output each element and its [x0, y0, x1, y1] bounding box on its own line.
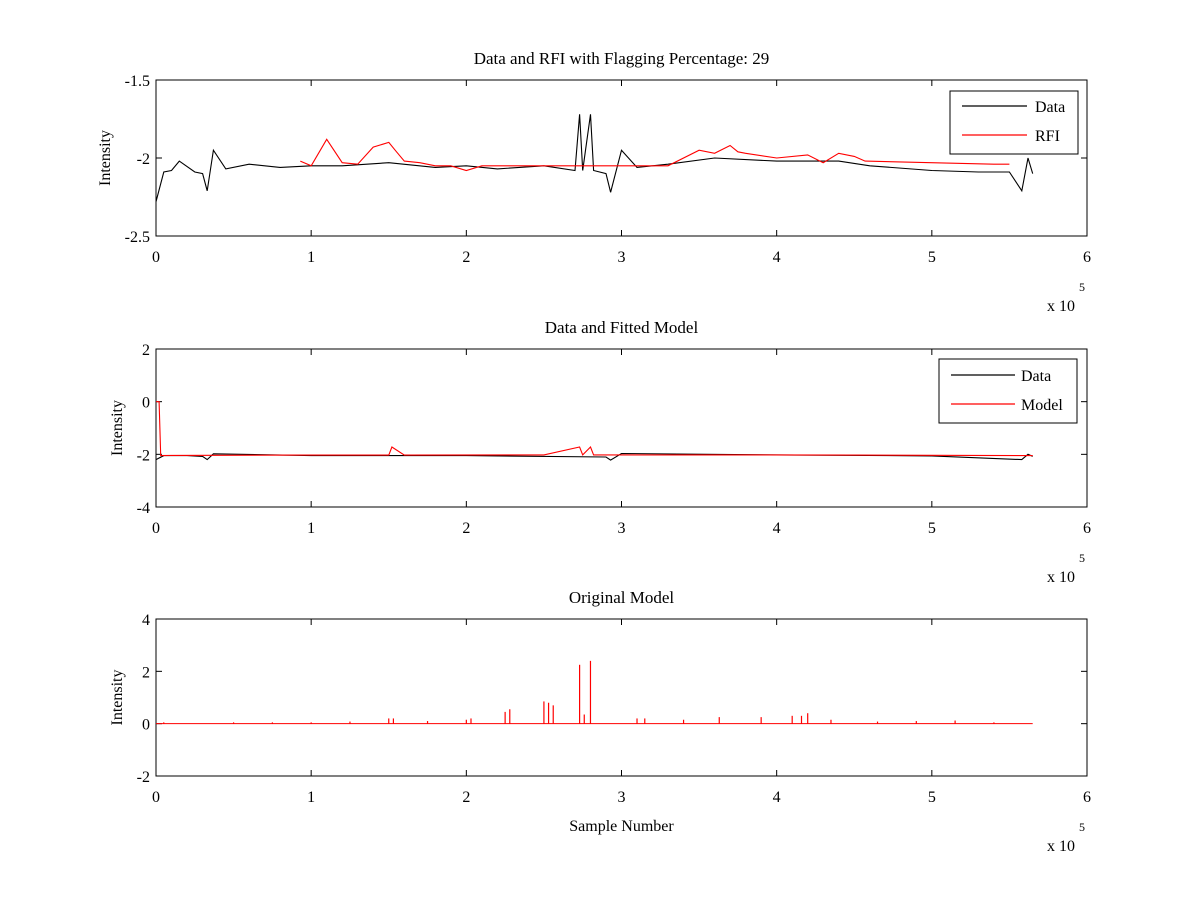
- x-tick-label: 4: [773, 789, 781, 806]
- x-tick-label: 0: [152, 249, 160, 266]
- legend-label: RFI: [1035, 128, 1060, 145]
- y-axis-label-2: Intensity: [109, 400, 126, 456]
- x-tick-label: 3: [618, 789, 626, 806]
- x-tick-label: 5: [928, 249, 936, 266]
- x-tick-label: 0: [152, 789, 160, 806]
- y-tick-label: 2: [142, 664, 150, 681]
- y-tick-label: -4: [137, 500, 150, 517]
- legend-label: Data: [1021, 368, 1051, 385]
- x-tick-label: 2: [462, 249, 470, 266]
- x-exponent-power: 5: [1079, 280, 1085, 294]
- series-line-rfi: [300, 138, 1010, 172]
- y-tick-label: -2: [137, 769, 150, 786]
- x-exponent-base: x 10: [1047, 298, 1075, 315]
- y-tick-label: 4: [142, 612, 150, 629]
- x-exponent-power: 5: [1079, 820, 1085, 834]
- axes-box-2: [155, 348, 1088, 508]
- legend-box-2: [938, 358, 1078, 424]
- axes-box-3: [155, 618, 1088, 777]
- y-axis-label-1: Intensity: [97, 130, 114, 186]
- axes-box-1: [155, 79, 1088, 237]
- chart-title-3: Original Model: [569, 588, 675, 607]
- y-tick-label: 2: [142, 342, 150, 359]
- y-tick-label: -2: [137, 447, 150, 464]
- x-exponent-power: 5: [1079, 551, 1085, 565]
- series-line-data: [155, 452, 1033, 461]
- legend-label: Data: [1035, 99, 1065, 116]
- series-line-data: [155, 114, 1034, 202]
- y-tick-label: -1.5: [125, 73, 150, 90]
- x-tick-label: 5: [928, 789, 936, 806]
- x-exponent-base: x 10: [1047, 569, 1075, 586]
- x-tick-label: 3: [618, 520, 626, 537]
- x-tick-label: 4: [773, 249, 781, 266]
- x-tick-label: 1: [307, 249, 315, 266]
- series-line-model: [156, 401, 1033, 457]
- y-tick-label: 0: [142, 395, 150, 412]
- x-tick-label: 3: [618, 249, 626, 266]
- chart-title-1: Data and RFI with Flagging Percentage: 2…: [474, 49, 770, 68]
- y-axis-label-3: Intensity: [109, 670, 126, 726]
- x-tick-label: 6: [1083, 789, 1091, 806]
- x-tick-label: 6: [1083, 249, 1091, 266]
- legend-box-1: [949, 90, 1079, 155]
- x-tick-label: 1: [307, 520, 315, 537]
- x-exponent-base: x 10: [1047, 838, 1075, 855]
- x-axis-label: Sample Number: [569, 818, 674, 835]
- chart-title-2: Data and Fitted Model: [545, 318, 699, 337]
- x-tick-label: 1: [307, 789, 315, 806]
- y-tick-label: -2: [137, 151, 150, 168]
- x-tick-label: 2: [462, 520, 470, 537]
- x-tick-label: 5: [928, 520, 936, 537]
- x-tick-label: 0: [152, 520, 160, 537]
- y-tick-label: 0: [142, 717, 150, 734]
- x-tick-label: 4: [773, 520, 781, 537]
- x-tick-label: 6: [1083, 520, 1091, 537]
- x-tick-label: 2: [462, 789, 470, 806]
- y-tick-label: -2.5: [125, 229, 150, 246]
- legend-label: Model: [1021, 397, 1063, 414]
